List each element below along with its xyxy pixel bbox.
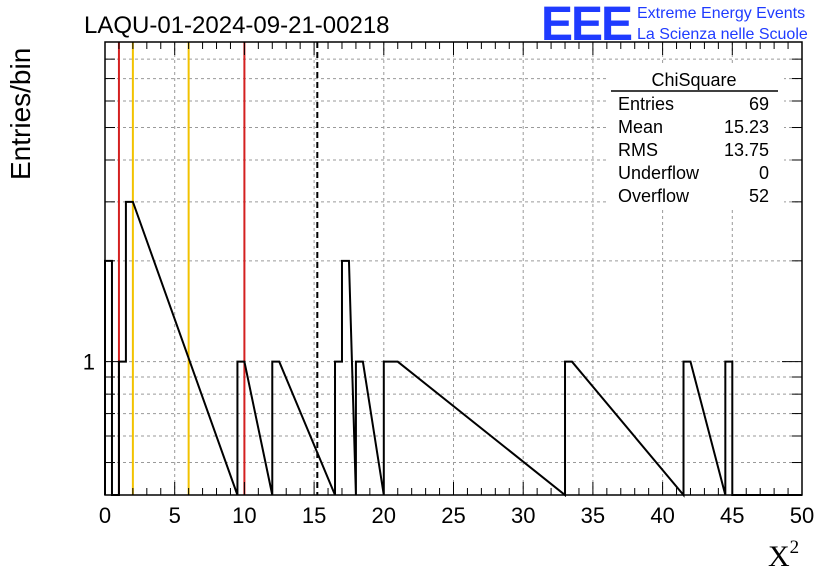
histogram-bin [384,362,391,495]
histogram-bin [684,362,691,495]
stats-value: 0 [759,163,769,183]
x-axis-label: X2 [768,537,799,572]
reference-lines [117,42,319,495]
stats-label: Mean [618,117,663,137]
x-tick-label: 50 [790,503,814,528]
histogram-outline [104,200,802,498]
histogram-bin [272,362,279,495]
stats-label: RMS [618,140,658,160]
x-axis-label-main: X [768,540,790,572]
grid-lines [105,42,802,495]
x-tick-labels: 0 5 10 15 20 25 30 35 40 45 50 [99,503,814,528]
eee-logo: EEE Extreme Energy Events La Scienza nel… [541,0,808,51]
x-tick-label: 35 [581,503,605,528]
x-tick-label: 30 [511,503,535,528]
stats-box-background [609,65,784,210]
histogram-bin [335,362,342,495]
stats-value: 52 [749,186,769,206]
x-tick-label: 40 [650,503,674,528]
histogram-bin [105,261,112,495]
x-tick-label: 0 [99,503,111,528]
x-tick-label: 10 [232,503,256,528]
histogram-bin [126,202,133,495]
stats-label: Entries [618,94,674,114]
histogram-bin [119,362,126,495]
histogram-bin [356,362,363,495]
logo-line-2: La Scienza nelle Scuole [637,26,808,43]
stats-label: Underflow [618,163,700,183]
histogram-bin [237,362,244,495]
y-tick-label: 1 [83,350,95,375]
x-tick-label: 45 [720,503,744,528]
stats-value: 15.23 [724,117,769,137]
chart-title: LAQU-01-2024-09-21-00218 [84,12,390,39]
logo-line-1: Extreme Energy Events [637,5,805,22]
logo-mark: EEE [541,0,632,51]
stats-value: 13.75 [724,140,769,160]
x-tick-label: 20 [372,503,396,528]
x-tick-label: 25 [441,503,465,528]
histogram-bin [342,261,349,495]
histogram-bin [565,362,572,495]
y-axis-label: Entries/bin [5,48,36,180]
x-tick-label: 15 [302,503,326,528]
stats-title: ChiSquare [651,70,736,90]
histogram-bin [725,362,732,495]
x-axis-label-superscript: 2 [790,537,800,558]
axis-ticks [104,41,803,495]
histogram [104,200,802,498]
stats-box: ChiSquare Entries 69 Mean 15.23 RMS 13.75 Unde… [609,65,784,210]
y-tick-labels: 1 [83,350,95,375]
stats-value: 69 [749,94,769,114]
x-tick-label: 5 [169,503,181,528]
histogram-bin [391,362,398,495]
stats-label: Overflow [618,186,690,206]
